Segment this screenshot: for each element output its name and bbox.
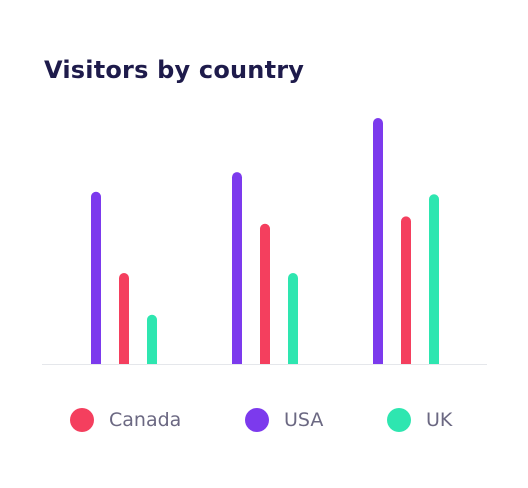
legend-item-canada[interactable]: Canada <box>70 406 181 434</box>
legend-item-usa[interactable]: USA <box>245 406 323 434</box>
bar-usa-group-2[interactable] <box>232 172 242 369</box>
bar-uk-group-1[interactable] <box>147 314 157 369</box>
bar-uk-group-3[interactable] <box>429 194 439 369</box>
legend-label-usa: USA <box>284 409 324 431</box>
bar-group <box>0 118 528 374</box>
legend-label-canada: Canada <box>109 409 182 431</box>
legend-swatch-usa <box>245 408 269 432</box>
bar-usa-group-3[interactable] <box>373 118 383 369</box>
bar-uk-group-2[interactable] <box>288 272 298 369</box>
baseline-cover <box>0 364 528 374</box>
legend-label-uk: UK <box>426 409 453 431</box>
legend-item-uk[interactable]: UK <box>387 406 452 434</box>
bar-usa-group-1[interactable] <box>91 191 101 369</box>
legend-swatch-canada <box>70 408 94 432</box>
chart-legend: Canada USA UK <box>0 400 528 440</box>
bar-canada-group-2[interactable] <box>260 223 270 369</box>
chart-title: Visitors by country <box>44 56 305 84</box>
legend-swatch-uk <box>387 408 411 432</box>
bar-canada-group-1[interactable] <box>119 272 129 369</box>
bar-canada-group-3[interactable] <box>401 216 411 369</box>
